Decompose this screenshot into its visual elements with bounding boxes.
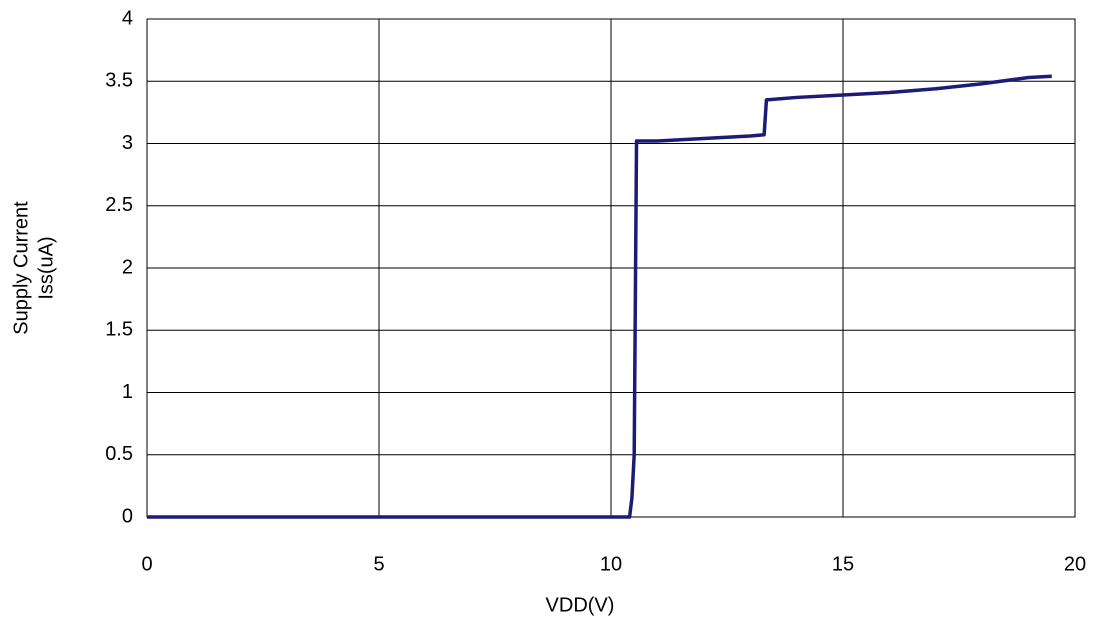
x-tick-label: 10 [600, 553, 622, 575]
x-axis-label: VDD(V) [546, 594, 615, 616]
y-tick-label: 3 [122, 132, 133, 154]
y-tick-label: 2.5 [105, 194, 133, 216]
y-tick-label: 4 [122, 7, 133, 29]
y-tick-label: 1.5 [105, 319, 133, 341]
y-tick-label: 0.5 [105, 443, 133, 465]
y-axis-label: Supply Current [10, 201, 32, 335]
x-tick-label: 20 [1064, 553, 1086, 575]
data-line [147, 74, 1052, 519]
y-tick-label: 2 [122, 256, 133, 278]
y-tick-label: 0 [122, 505, 133, 527]
y-axis-label: Iss(uA) [35, 236, 57, 299]
x-tick-label: 0 [141, 553, 152, 575]
x-tick-label: 5 [373, 553, 384, 575]
x-tick-label: 15 [832, 553, 854, 575]
y-tick-label: 3.5 [105, 70, 133, 92]
y-tick-label: 1 [122, 381, 133, 403]
